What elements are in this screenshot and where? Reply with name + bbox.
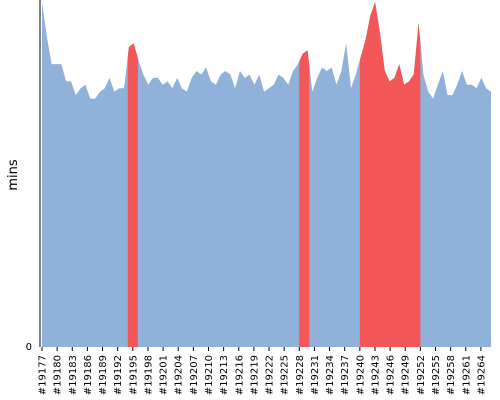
x-tick-label: #19198	[143, 355, 154, 395]
x-tick-label: #19213	[219, 355, 230, 395]
x-tick-labels: #19177 #19180 #19183 #19186 #19189 #19192 #191…	[38, 347, 487, 395]
x-tick-label: #19210	[204, 355, 215, 395]
highlight-area	[359, 2, 421, 347]
x-tick-label: #19186	[83, 355, 94, 395]
x-tick-label: #19180	[53, 355, 64, 395]
x-tick-label: #19225	[280, 355, 291, 395]
x-tick-label: #19207	[189, 355, 200, 395]
y-tick-label: 0	[26, 342, 32, 353]
x-tick-label: #19222	[265, 355, 276, 395]
x-tick-label: #19177	[38, 355, 49, 395]
x-tick-label: #19255	[431, 355, 442, 395]
x-tick-label: #19264	[476, 355, 487, 395]
x-tick-label: #19189	[98, 355, 109, 395]
x-tick-label: #19249	[401, 355, 412, 395]
x-tick-label: #19261	[461, 355, 472, 395]
highlight-area	[299, 50, 310, 348]
x-tick-label: #19231	[310, 355, 321, 395]
normal-area	[42, 2, 491, 347]
x-tick-label: #19228	[295, 355, 306, 395]
x-tick-label: #19204	[174, 355, 185, 395]
x-tick-label: #19246	[386, 355, 397, 395]
y-axis-label: mins	[6, 159, 21, 191]
x-tick-label: #19219	[249, 355, 260, 395]
x-tick-label: #19216	[234, 355, 245, 395]
x-tick-label: #19243	[370, 355, 381, 395]
x-tick-label: #19237	[340, 355, 351, 395]
x-tick-label: #19192	[113, 355, 124, 395]
x-tick-label: #19201	[159, 355, 170, 395]
x-tick-label: #19258	[446, 355, 457, 395]
x-tick-label: #19195	[128, 355, 139, 395]
highlight-area	[127, 43, 138, 348]
x-tick-label: #19183	[68, 355, 79, 395]
x-tick-label: #19240	[355, 355, 366, 395]
x-tick-label: #19252	[416, 355, 427, 395]
area-series	[42, 2, 491, 348]
x-tick-label: #19234	[325, 355, 336, 395]
